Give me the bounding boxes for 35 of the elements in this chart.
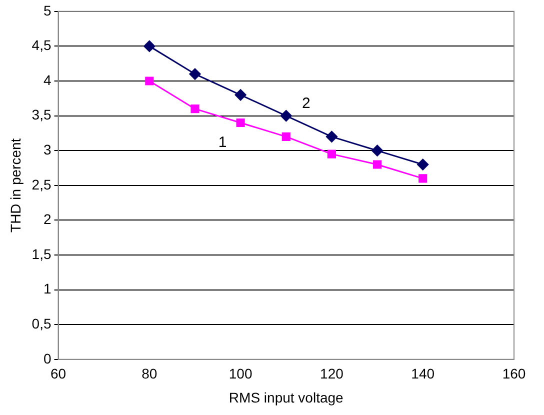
y-tick-label: 4,5 [32, 37, 52, 54]
y-tick-label: 5 [43, 2, 52, 18]
x-tick-label: 160 [502, 366, 526, 382]
y-tick-label: 0 [43, 350, 52, 366]
y-axis-title: THD in percent [7, 138, 24, 232]
y-tick-label: 4 [43, 72, 52, 88]
point [144, 40, 156, 52]
point [189, 68, 201, 80]
y-tick-label: 3,5 [32, 106, 52, 123]
point [280, 110, 292, 122]
point [236, 118, 245, 128]
x-tick-label: 120 [320, 366, 344, 382]
point [372, 160, 382, 169]
point [418, 174, 428, 183]
y-tick-label: 1 [43, 280, 52, 297]
y-tick-label: 2,5 [32, 176, 52, 192]
point [417, 158, 429, 170]
series-label: 2 [302, 94, 310, 112]
point [372, 144, 384, 156]
point [282, 132, 290, 141]
point [234, 89, 246, 101]
y-tick-label: 3 [43, 141, 52, 158]
y-tick-label: 0,5 [32, 315, 52, 332]
point [145, 76, 154, 86]
point [327, 150, 336, 158]
x-tick-label: 140 [411, 366, 435, 382]
y-tick-label: 1,5 [32, 246, 52, 262]
series-label: 1 [218, 134, 227, 151]
x-axis-title: RMS input voltage [228, 389, 344, 406]
y-tick-label: 2 [43, 211, 52, 228]
point [326, 130, 338, 142]
x-tick-label: 60 [50, 366, 66, 382]
x-tick-label: 100 [228, 366, 252, 382]
point [190, 104, 200, 114]
x-tick-label: 80 [142, 366, 158, 382]
